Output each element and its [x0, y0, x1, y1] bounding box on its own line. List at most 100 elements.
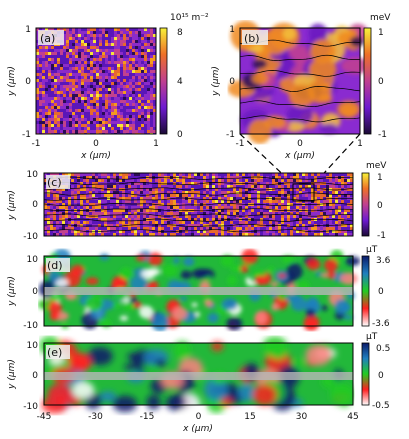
- heatmap-pixel-a: [126, 70, 129, 73]
- heatmap-pixel-a: [108, 103, 111, 106]
- heatmap-pixel-c: [92, 221, 95, 224]
- heatmap-pixel-c: [296, 185, 299, 188]
- heatmap-pixel-a: [114, 28, 117, 31]
- heatmap-pixel-a: [108, 73, 111, 76]
- heatmap-pixel-c: [227, 182, 230, 185]
- heatmap-pixel-a: [90, 70, 93, 73]
- heatmap-pixel-a: [138, 67, 141, 70]
- heatmap-pixel-a: [129, 34, 132, 37]
- heatmap-pixel-a: [144, 97, 147, 100]
- heatmap-pixel-a: [123, 76, 126, 79]
- heatmap-pixel-c: [44, 197, 47, 200]
- heatmap-pixel-a: [93, 70, 96, 73]
- heatmap-pixel-a: [87, 43, 90, 46]
- heatmap-pixel-a: [93, 55, 96, 58]
- heatmap-pixel-a: [126, 64, 129, 67]
- heatmap-pixel-c: [77, 191, 80, 194]
- heatmap-pixel-c: [287, 179, 290, 182]
- heatmap-pixel-c: [257, 206, 260, 209]
- heatmap-pixel-c: [245, 197, 248, 200]
- heatmap-pixel-c: [332, 203, 335, 206]
- heatmap-pixel-c: [317, 206, 320, 209]
- heatmap-pixel-a: [90, 94, 93, 97]
- heatmap-pixel-c: [161, 197, 164, 200]
- heatmap-pixel-a: [135, 121, 138, 124]
- heatmap-pixel-c: [290, 230, 293, 233]
- heatmap-pixel-a: [111, 28, 114, 31]
- heatmap-pixel-a: [150, 115, 153, 118]
- heatmap-pixel-c: [44, 218, 47, 221]
- heatmap-pixel-c: [77, 197, 80, 200]
- heatmap-pixel-a: [66, 127, 69, 130]
- heatmap-pixel-a: [42, 127, 45, 130]
- heatmap-pixel-a: [51, 121, 54, 124]
- heatmap-pixel-c: [275, 188, 278, 191]
- heatmap-pixel-c: [89, 179, 92, 182]
- heatmap-pixel-a: [126, 55, 129, 58]
- heatmap-pixel-c: [284, 221, 287, 224]
- heatmap-pixel-c: [134, 194, 137, 197]
- heatmap-pixel-c: [224, 203, 227, 206]
- heatmap-pixel-a: [129, 64, 132, 67]
- heatmap-pixel-a: [117, 67, 120, 70]
- heatmap-pixel-a: [123, 115, 126, 118]
- heatmap-pixel-c: [152, 206, 155, 209]
- heatmap-pixel-c: [230, 191, 233, 194]
- heatmap-pixel-a: [90, 58, 93, 61]
- heatmap-pixel-a: [75, 112, 78, 115]
- heatmap-pixel-a: [63, 46, 66, 49]
- heatmap-pixel-a: [147, 28, 150, 31]
- heatmap-pixel-a: [99, 118, 102, 121]
- heatmap-pixel-c: [95, 185, 98, 188]
- heatmap-pixel-c: [245, 209, 248, 212]
- heatmap-pixel-c: [281, 203, 284, 206]
- heatmap-pixel-a: [108, 37, 111, 40]
- heatmap-pixel-a: [141, 40, 144, 43]
- heatmap-pixel-c: [170, 200, 173, 203]
- heatmap-pixel-c: [350, 200, 353, 203]
- heatmap-pixel-a: [114, 121, 117, 124]
- heatmap-pixel-a: [93, 58, 96, 61]
- heatmap-pixel-c: [308, 224, 311, 227]
- heatmap-pixel-c: [341, 221, 344, 224]
- heatmap-pixel-c: [218, 191, 221, 194]
- heatmap-pixel-c: [272, 173, 275, 176]
- heatmap-pixel-a: [135, 109, 138, 112]
- heatmap-pixel-c: [77, 218, 80, 221]
- heatmap-pixel-c: [206, 218, 209, 221]
- heatmap-pixel-c: [302, 218, 305, 221]
- heatmap-pixel-a: [99, 130, 102, 133]
- heatmap-pixel-a: [57, 127, 60, 130]
- heatmap-pixel-a: [132, 88, 135, 91]
- heatmap-pixel-a: [153, 115, 156, 118]
- heatmap-pixel-a: [141, 58, 144, 61]
- heatmap-pixel-a: [87, 124, 90, 127]
- heatmap-pixel-c: [149, 209, 152, 212]
- heatmap-pixel-a: [135, 94, 138, 97]
- heatmap-pixel-a: [60, 88, 63, 91]
- heatmap-pixel-c: [335, 233, 338, 236]
- heatmap-pixel-a: [123, 58, 126, 61]
- heatmap-pixel-c: [101, 224, 104, 227]
- heatmap-pixel-c: [179, 212, 182, 215]
- heatmap-pixel-a: [93, 31, 96, 34]
- heatmap-pixel-c: [347, 218, 350, 221]
- heatmap-pixel-c: [257, 230, 260, 233]
- heatmap-pixel-c: [80, 191, 83, 194]
- heatmap-pixel-c: [86, 215, 89, 218]
- heatmap-pixel-a: [132, 55, 135, 58]
- heatmap-pixel-c: [128, 227, 131, 230]
- heatmap-pixel-a: [69, 55, 72, 58]
- heatmap-pixel-c: [302, 188, 305, 191]
- x-axis-label-a: x (μm): [80, 151, 111, 161]
- heatmap-pixel-a: [36, 34, 39, 37]
- heatmap-pixel-a: [129, 76, 132, 79]
- heatmap-pixel-a: [45, 106, 48, 109]
- heatmap-pixel-c: [350, 221, 353, 224]
- heatmap-pixel-c: [266, 227, 269, 230]
- heatmap-blob-d: [71, 264, 85, 277]
- heatmap-pixel-c: [50, 227, 53, 230]
- heatmap-pixel-c: [140, 191, 143, 194]
- heatmap-pixel-c: [86, 221, 89, 224]
- heatmap-pixel-c: [143, 233, 146, 236]
